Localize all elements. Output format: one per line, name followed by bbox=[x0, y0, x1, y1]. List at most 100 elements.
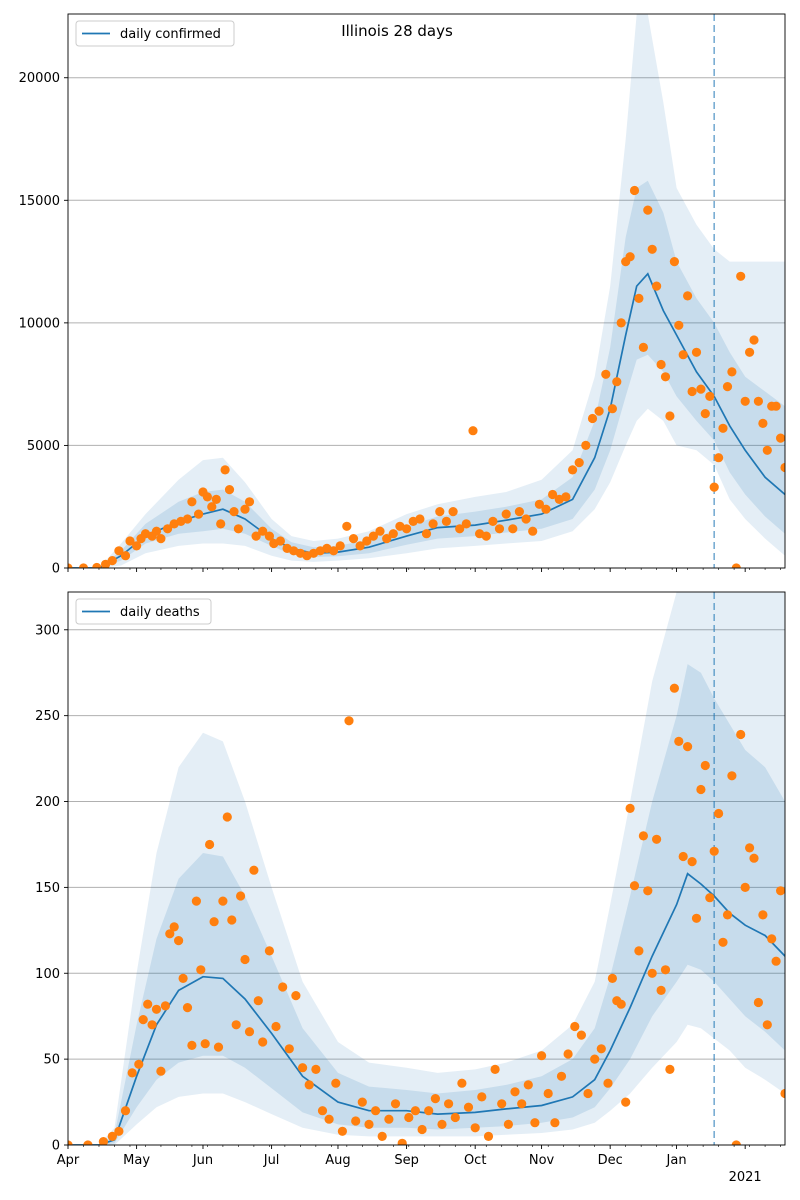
data-point bbox=[541, 504, 551, 514]
data-point bbox=[191, 896, 201, 906]
data-point bbox=[120, 551, 131, 561]
data-point bbox=[625, 252, 635, 262]
data-point bbox=[351, 1116, 361, 1126]
data-point bbox=[718, 937, 728, 947]
data-point bbox=[222, 812, 232, 822]
data-point bbox=[590, 1054, 600, 1064]
data-point bbox=[120, 1106, 131, 1116]
data-point bbox=[612, 377, 622, 387]
data-point bbox=[647, 244, 657, 254]
data-point bbox=[229, 507, 239, 517]
data-point bbox=[448, 507, 458, 517]
data-point bbox=[771, 401, 781, 411]
legend-label: daily confirmed bbox=[120, 27, 221, 42]
data-point bbox=[523, 1080, 533, 1090]
data-point bbox=[364, 1119, 374, 1129]
data-point bbox=[771, 956, 781, 966]
data-point bbox=[758, 910, 768, 920]
data-point bbox=[758, 418, 768, 428]
x-tick-label: Dec bbox=[598, 1153, 623, 1168]
y-tick-label: 0 bbox=[52, 562, 60, 577]
data-point bbox=[271, 1021, 281, 1032]
data-point bbox=[683, 291, 693, 301]
data-point bbox=[477, 1092, 487, 1102]
data-point bbox=[550, 1118, 560, 1128]
data-point bbox=[629, 881, 640, 891]
data-point bbox=[643, 205, 653, 215]
data-point bbox=[165, 929, 175, 939]
data-point bbox=[607, 404, 618, 414]
data-point bbox=[441, 516, 451, 527]
data-point bbox=[435, 507, 445, 517]
data-point bbox=[182, 1003, 193, 1013]
data-point bbox=[342, 521, 352, 531]
data-point bbox=[455, 524, 465, 534]
legend-box bbox=[75, 20, 235, 47]
x-year-label: 2021 bbox=[729, 1170, 762, 1185]
data-point bbox=[231, 1020, 241, 1030]
data-point bbox=[213, 1042, 224, 1052]
data-point bbox=[534, 499, 545, 509]
data-point bbox=[714, 453, 724, 463]
data-point bbox=[678, 851, 688, 862]
data-point bbox=[264, 946, 274, 956]
data-point bbox=[83, 1140, 93, 1145]
data-point bbox=[377, 1131, 387, 1141]
axes-frame bbox=[67, 13, 786, 569]
data-point bbox=[736, 729, 746, 740]
data-point bbox=[691, 913, 702, 923]
data-point bbox=[727, 367, 737, 377]
data-point bbox=[643, 886, 653, 896]
y-tick-label: 10000 bbox=[19, 316, 60, 331]
data-point bbox=[92, 562, 102, 568]
axes-frame bbox=[67, 591, 786, 1146]
data-point bbox=[209, 917, 219, 927]
data-point bbox=[762, 1020, 772, 1030]
data-point bbox=[691, 347, 702, 357]
data-point bbox=[718, 423, 728, 433]
data-point bbox=[722, 382, 733, 392]
y-tick-label: 20000 bbox=[19, 71, 60, 86]
data-point bbox=[607, 973, 618, 984]
data-point bbox=[220, 465, 230, 475]
data-point bbox=[776, 886, 785, 896]
data-point bbox=[490, 1064, 500, 1074]
data-point bbox=[740, 396, 750, 406]
data-point bbox=[629, 185, 640, 196]
data-point bbox=[683, 742, 693, 752]
data-point bbox=[240, 504, 250, 514]
data-point bbox=[264, 531, 274, 541]
data-point bbox=[187, 1040, 197, 1050]
data-point bbox=[669, 683, 680, 693]
data-point bbox=[317, 1106, 328, 1116]
y-tick-label: 250 bbox=[35, 709, 60, 724]
data-point bbox=[621, 1097, 631, 1107]
data-point bbox=[548, 489, 558, 500]
outer-band bbox=[68, 14, 785, 568]
data-point bbox=[616, 318, 626, 328]
data-point bbox=[601, 369, 611, 379]
data-point bbox=[687, 857, 697, 867]
data-point bbox=[384, 1114, 394, 1124]
data-point bbox=[669, 257, 680, 267]
data-point bbox=[375, 526, 385, 536]
data-point bbox=[402, 524, 412, 534]
data-point bbox=[705, 893, 715, 903]
data-point bbox=[107, 1131, 117, 1141]
data-point bbox=[417, 1124, 427, 1135]
data-point bbox=[324, 1114, 334, 1124]
plot-area bbox=[68, 592, 785, 1145]
data-point bbox=[388, 529, 398, 539]
data-point bbox=[284, 1044, 294, 1054]
data-point bbox=[291, 991, 301, 1001]
x-tick-label: Sep bbox=[394, 1153, 419, 1168]
data-point bbox=[647, 968, 657, 978]
data-point bbox=[169, 922, 179, 932]
data-point bbox=[236, 891, 246, 901]
data-point bbox=[776, 433, 785, 443]
data-point bbox=[182, 514, 193, 524]
x-tick-label: May bbox=[123, 1153, 150, 1168]
data-point bbox=[450, 1112, 460, 1123]
data-point bbox=[583, 1088, 593, 1099]
data-point bbox=[174, 936, 184, 946]
